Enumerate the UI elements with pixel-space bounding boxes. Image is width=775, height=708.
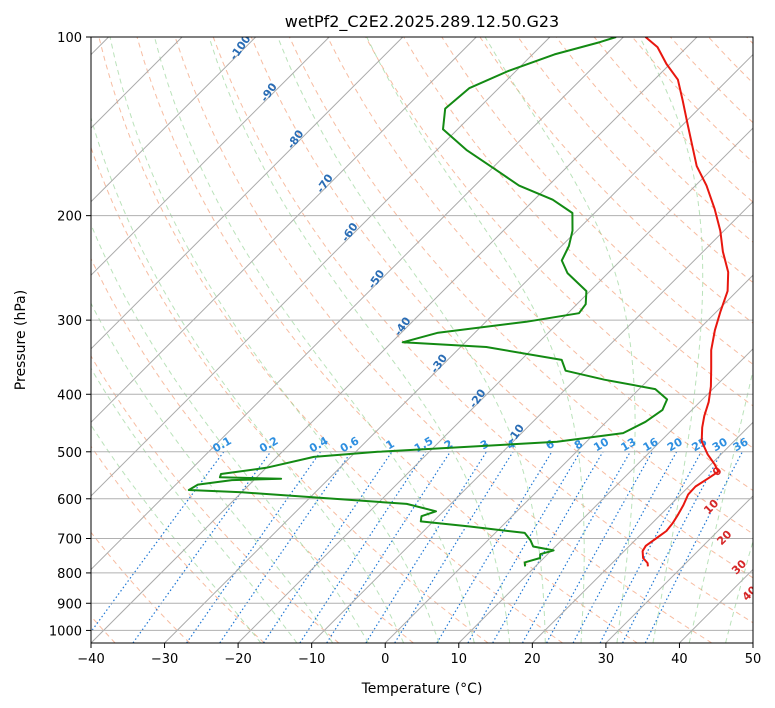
x-tick-label: 20 [524, 652, 541, 667]
mixing-ratio-line [299, 451, 426, 643]
x-tick-label: 40 [671, 652, 688, 667]
x-tick-label: −10 [298, 652, 325, 667]
y-tick-label: 500 [57, 446, 82, 461]
mixing-ratio-line [262, 451, 393, 643]
isotherm [605, 495, 753, 643]
dry-adiabat [91, 146, 489, 643]
dry-adiabat [91, 445, 265, 643]
y-tick-label: 1000 [49, 624, 82, 639]
chart-title: wetPf2_C2E2.2025.289.12.50.G23 [285, 12, 559, 32]
y-tick-label: 800 [57, 567, 82, 582]
isotherm [458, 348, 753, 643]
y-tick-label: 900 [57, 597, 82, 612]
x-tick-label: 0 [381, 652, 389, 667]
y-tick-label: 700 [57, 533, 82, 548]
y-tick-label: 600 [57, 493, 82, 508]
plot-frame [90, 36, 754, 644]
dry-adiabat [250, 37, 753, 579]
dry-adiabat [174, 37, 713, 643]
isotherm [384, 274, 753, 643]
dry-adiabat [91, 531, 191, 643]
dry-adiabat [212, 37, 753, 624]
x-tick-label: −30 [151, 652, 178, 667]
isotherm [91, 37, 624, 571]
y-tick-label: 200 [57, 210, 82, 225]
y-axis: 1000 900 800 700 600 500 400 300 200 100 [49, 31, 91, 639]
temperature-profile-line [641, 37, 730, 567]
isotherm [91, 37, 404, 350]
y-tick-label: 300 [57, 314, 82, 329]
isotherm [91, 37, 698, 643]
x-tick-label: 10 [451, 652, 468, 667]
mixing-ratio-line [326, 451, 451, 643]
dry-adiabat [441, 37, 753, 365]
x-tick-label: 50 [745, 652, 762, 667]
isotherm [311, 200, 753, 643]
y-tick-label: 400 [57, 388, 82, 403]
profiles [187, 37, 730, 567]
x-tick-label: −40 [77, 652, 104, 667]
y-tick-label: 100 [57, 31, 82, 46]
dry-adiabat [91, 355, 340, 643]
isotherm [91, 37, 330, 276]
x-tick-label: −20 [224, 652, 251, 667]
x-axis: −40 −30 −20 −10 0 10 20 30 40 50 [77, 643, 761, 667]
dry-adiabat [403, 37, 753, 407]
moist-adiabat [91, 424, 262, 643]
dry-adiabat [136, 37, 638, 643]
mixing-ratio-line [91, 451, 225, 633]
isotherm [91, 37, 551, 497]
isotherm [91, 37, 257, 203]
dewpoint-profile-line [187, 37, 669, 567]
grid-lines [91, 37, 753, 643]
mixing-ratio-line [436, 451, 553, 643]
dry-adiabat [98, 37, 563, 643]
isotherm [164, 53, 753, 643]
mixing-ratio-line [219, 451, 352, 643]
mixing-ratio-line [599, 451, 702, 643]
mixing-ratio-line [546, 451, 653, 643]
mixing-ratio-line [572, 451, 678, 643]
dry-adiabat [517, 37, 753, 284]
mixing-ratio-line [132, 451, 272, 643]
isotherm [531, 421, 753, 643]
x-axis-label: Temperature (°C) [361, 681, 483, 697]
mixing-ratio-line [365, 451, 487, 643]
mixing-ratio-line [521, 451, 631, 643]
moist-adiabat [91, 367, 298, 643]
isotherm [91, 37, 477, 424]
isotherm [237, 127, 753, 643]
x-tick-label: 30 [598, 652, 615, 667]
y-axis-label: Pressure (hPa) [13, 290, 29, 390]
moist-adiabat [725, 539, 753, 643]
